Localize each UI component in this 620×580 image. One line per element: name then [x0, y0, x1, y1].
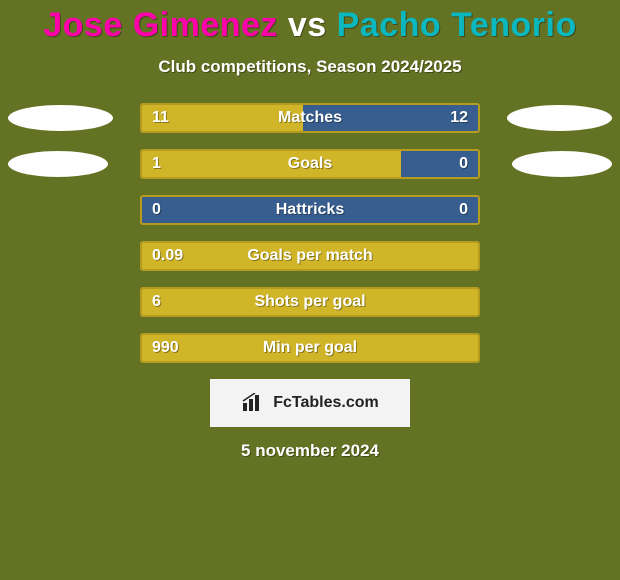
bar-fill	[142, 289, 478, 315]
stat-right-value: 0	[459, 155, 468, 173]
chart-area: 11 Matches 12 1 Goals 0 0 Hattricks 0	[0, 103, 620, 363]
stat-label: Hattricks	[142, 201, 478, 219]
player-left-marker	[8, 105, 113, 131]
bar-chart-icon	[241, 393, 267, 413]
player-right-marker	[507, 105, 612, 131]
bar-fill	[142, 335, 478, 361]
stat-row: 11 Matches 12	[0, 103, 620, 133]
bar-track: 11 Matches 12	[140, 103, 480, 133]
stat-row: 0 Hattricks 0	[0, 195, 620, 225]
player-right-marker	[512, 151, 612, 177]
player-left-marker	[8, 151, 108, 177]
stat-right-value: 0	[459, 201, 468, 219]
bar-fill	[142, 105, 303, 131]
date: 5 november 2024	[0, 441, 620, 461]
logo-text: FcTables.com	[273, 394, 379, 412]
stat-row: 6 Shots per goal	[0, 287, 620, 317]
title-vs: vs	[278, 6, 337, 44]
bar-track: 990 Min per goal	[140, 333, 480, 363]
bar-track: 6 Shots per goal	[140, 287, 480, 317]
stat-row: 1 Goals 0	[0, 149, 620, 179]
stat-row: 0.09 Goals per match	[0, 241, 620, 271]
title-player-left: Jose Gimenez	[43, 6, 278, 44]
bar-track: 0 Hattricks 0	[140, 195, 480, 225]
bar-track: 1 Goals 0	[140, 149, 480, 179]
source-logo: FcTables.com	[210, 379, 410, 427]
stat-left-value: 0	[152, 201, 161, 219]
bar-fill	[142, 151, 401, 177]
title-player-right: Pacho Tenorio	[337, 6, 577, 44]
page-title: Jose Gimenez vs Pacho Tenorio	[0, 6, 620, 45]
stat-right-value: 12	[450, 109, 468, 127]
subtitle: Club competitions, Season 2024/2025	[0, 57, 620, 77]
bar-track: 0.09 Goals per match	[140, 241, 480, 271]
stat-row: 990 Min per goal	[0, 333, 620, 363]
bar-fill	[142, 243, 478, 269]
infographic-container: Jose Gimenez vs Pacho Tenorio Club compe…	[0, 0, 620, 580]
